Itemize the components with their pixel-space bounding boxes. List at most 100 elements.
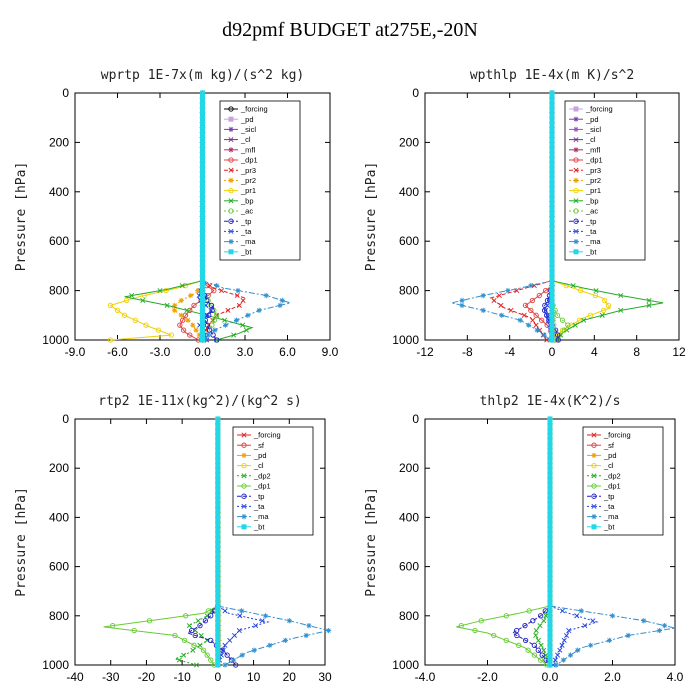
- series-marker: [577, 287, 584, 294]
- series-marker: [605, 302, 612, 309]
- series-marker: [256, 307, 262, 313]
- series-marker: [547, 573, 553, 579]
- series-marker: [231, 332, 237, 338]
- y-tick-label: 800: [399, 609, 419, 623]
- legend: _forcing_sf_pd_cl_dp2 _dp1_tp_ta_ma_bt: [582, 426, 664, 536]
- series-marker: [549, 214, 555, 220]
- series-marker: [215, 559, 221, 565]
- series-marker: [200, 214, 206, 220]
- y-tick-label: 400: [399, 185, 419, 199]
- series-marker: [179, 283, 185, 289]
- series-marker: [210, 317, 216, 323]
- series-marker: [200, 278, 206, 284]
- legend-label: _sicl: [585, 125, 601, 134]
- legend-marker: [573, 218, 579, 224]
- chart-title: wpthlp 1E-4x(m K)/s^2: [470, 68, 634, 83]
- series-marker: [533, 322, 539, 328]
- series-marker: [547, 559, 553, 565]
- series-marker: [543, 287, 549, 294]
- x-tick-label: 2.0: [604, 670, 621, 684]
- series-marker: [561, 327, 567, 333]
- series-marker: [193, 327, 199, 333]
- series-marker: [168, 332, 174, 338]
- series-marker: [123, 297, 130, 304]
- series-marker: [549, 297, 555, 303]
- y-tick-label: 600: [49, 560, 69, 574]
- series-marker: [215, 647, 221, 653]
- series-marker: [200, 199, 206, 205]
- series-marker: [233, 317, 240, 323]
- series-marker: [200, 120, 206, 126]
- series-marker: [200, 297, 206, 303]
- x-tick-label: 4: [591, 345, 598, 359]
- series-ta: [547, 603, 599, 668]
- series-marker: [163, 287, 169, 294]
- legend-marker: [591, 493, 597, 499]
- series-bt: [200, 90, 206, 343]
- series-marker: [306, 623, 312, 629]
- series-marker: [243, 327, 249, 333]
- series-marker: [200, 248, 206, 254]
- series-marker: [547, 485, 553, 491]
- chart-panel-1: wprtp 1E-7x(m kg)/(s^2 kg) Pressure [hPa]…: [14, 68, 339, 359]
- series-marker: [200, 184, 206, 190]
- legend-label: _dp1: [240, 156, 258, 165]
- series-marker: [215, 460, 221, 466]
- legend: _forcing_pd_sicl_cl_mfl_dp1_pr3_pr2_pr1_…: [564, 100, 646, 261]
- series-marker: [178, 297, 184, 304]
- series-marker: [554, 332, 561, 338]
- series-marker: [195, 618, 201, 624]
- y-tick-label: 200: [49, 135, 69, 149]
- series-marker: [215, 529, 221, 535]
- series-marker: [200, 283, 206, 289]
- legend-label: _ac: [240, 207, 253, 216]
- legend-marker: [573, 106, 579, 112]
- series-marker: [531, 652, 538, 658]
- series-marker: [209, 322, 215, 328]
- series-line: [179, 280, 215, 341]
- legend-label: _sf: [253, 441, 265, 450]
- series-line: [456, 605, 551, 666]
- series-marker: [215, 539, 221, 545]
- series-marker: [215, 549, 221, 555]
- y-tick-label: 200: [49, 461, 69, 475]
- series-marker: [578, 608, 584, 614]
- series-marker: [536, 292, 542, 299]
- series-marker: [530, 317, 536, 323]
- legend-label: _forcing: [253, 431, 281, 440]
- series-marker: [522, 637, 529, 644]
- series-marker: [549, 253, 555, 259]
- series-marker: [549, 238, 555, 244]
- series-marker: [549, 194, 555, 200]
- y-tick-label: 600: [399, 234, 419, 248]
- series-marker: [541, 618, 547, 624]
- series-marker: [200, 194, 206, 200]
- series-marker: [227, 637, 233, 643]
- y-tick-label: 1000: [392, 333, 419, 347]
- series-tp: [186, 603, 239, 668]
- series-marker: [200, 100, 206, 106]
- series-marker: [543, 613, 549, 619]
- series-marker: [541, 332, 547, 338]
- legend: _forcing_pd_sicl_cl_mfl_dp1_pr3_pr2_pr1_…: [219, 100, 301, 261]
- series-marker: [253, 623, 259, 629]
- series-marker: [537, 613, 544, 619]
- series-marker: [590, 618, 596, 624]
- series-marker: [559, 317, 566, 323]
- series-marker: [547, 500, 553, 506]
- series-marker: [547, 603, 553, 609]
- series-marker: [215, 505, 221, 511]
- series-marker: [549, 258, 555, 264]
- series-marker: [549, 179, 555, 185]
- legend-marker: [241, 524, 247, 530]
- series-marker: [547, 642, 553, 648]
- series-marker: [572, 322, 578, 328]
- legend-label: _bt: [585, 247, 597, 256]
- legend-label: _ta: [240, 227, 252, 236]
- series-marker: [505, 288, 511, 294]
- series-marker: [200, 189, 206, 195]
- series-marker: [522, 302, 529, 309]
- series-marker: [230, 657, 237, 663]
- legend-marker: [228, 187, 234, 194]
- series-marker: [205, 292, 211, 299]
